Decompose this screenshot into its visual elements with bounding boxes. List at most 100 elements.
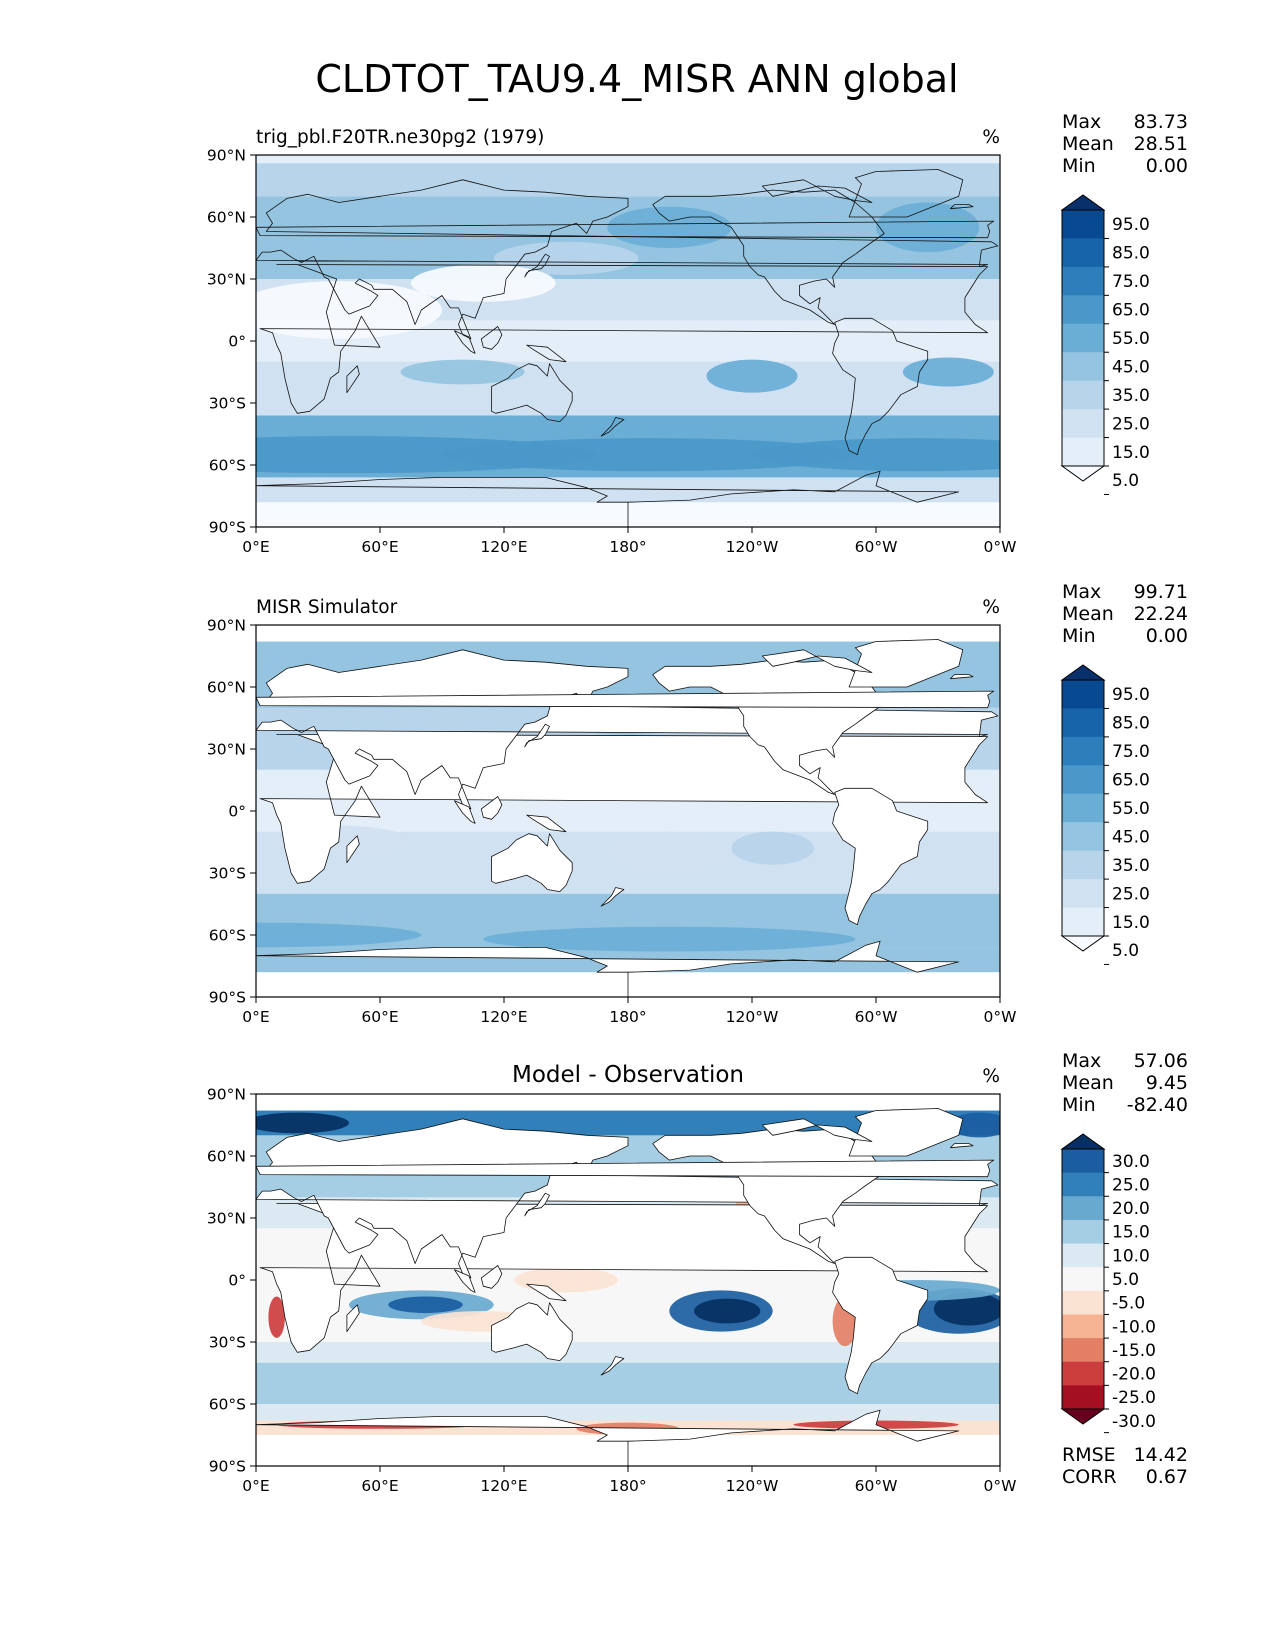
lat-tick-label: 0° [228,333,246,351]
field-blob [514,1267,618,1293]
stat-value-corr: 0.67 [1146,1466,1188,1488]
colorbar-difference: 30.0 25.0 20.0 15.0 10.0 5.0 -5.0 -10.0 -15.0 -20… [1060,1133,1156,1434]
stat-value-rmse: 14.42 [1134,1444,1188,1466]
stat-label-max: Max [1062,111,1101,133]
coastline-12 [256,220,995,239]
field-blob [388,1296,463,1314]
colorbar-label: 15.0 [1112,1223,1150,1243]
coastline-7 [600,887,625,907]
colorbar-label: -30.0 [1112,1412,1156,1432]
lon-tick-label: 120°E [480,1477,527,1495]
field-blob [256,922,422,948]
coastline-10 [832,787,929,926]
lon-tick-label: 60°E [361,538,398,556]
field-band [256,1094,1000,1111]
lon-tick-label: 120°W [726,1477,779,1495]
colorbar-extend-bottom [1060,465,1106,482]
coastline-13 [950,204,974,210]
field-band [256,1362,1000,1404]
lon-tick-label: 120°W [726,1008,779,1026]
coastline-3 [453,800,476,824]
stat-label-mean: Mean [1062,603,1114,625]
colorbar-label: 55.0 [1112,329,1150,349]
field-blob [411,264,556,302]
lat-tick-label: 0° [228,803,246,821]
lat-tick-label: 30°S [209,865,246,883]
coastline-6 [524,253,550,278]
field-blob [752,438,1000,472]
colorbar-segment [1062,1290,1104,1315]
field-band [256,625,1000,642]
coastline-13 [950,674,974,680]
colorbar-segment [1062,822,1104,852]
colorbar-label: 15.0 [1112,913,1150,933]
panel-title: MISR Simulator [256,597,398,618]
stat-value-min: 0.00 [1146,625,1188,647]
colorbar-label: 25.0 [1112,884,1150,904]
unit-label: % [982,127,1000,148]
lon-tick-label: 0°E [242,1477,269,1495]
coastline-7 [600,1356,625,1376]
coastline-14 [761,1118,873,1142]
lon-tick-label: 0°W [984,538,1017,556]
lon-tick-label: 120°W [726,538,779,556]
colorbar-segment [1062,437,1104,467]
field-blob [268,1296,285,1338]
coastline-7 [600,417,625,437]
colorbar-segment [1062,736,1104,766]
coastline-11 [848,169,964,218]
colorbar-label: 35.0 [1112,856,1150,876]
lon-tick-label: 60°W [855,1008,898,1026]
colorbar-label: 20.0 [1112,1199,1150,1219]
coastline-4 [480,326,503,350]
field-test [256,155,1000,527]
lat-tick-label: 30°N [207,1210,246,1228]
stat-value-max: 99.71 [1134,581,1188,603]
colorbar-segment [1062,1243,1104,1268]
coastline-4 [480,1265,503,1289]
field-blob [483,926,856,952]
lat-tick-label: 30°S [209,395,246,413]
lon-tick-label: 180° [609,1008,646,1026]
lat-tick-label: 90°S [209,1458,246,1476]
colorbar-label: -10.0 [1112,1317,1156,1337]
colorbar-label: 55.0 [1112,799,1150,819]
coastline-2 [491,833,573,892]
colorbar-segment [1062,1219,1104,1245]
colorbar-frame [1061,209,1105,467]
stat-value-min: 0.00 [1146,155,1188,177]
colorbar-frame [1061,679,1105,937]
lat-tick-label: 30°S [209,1334,246,1352]
lon-tick-label: 120°E [480,538,527,556]
field-blob [256,281,442,339]
lon-tick-label: 180° [609,538,646,556]
lat-tick-label: 90°N [207,1086,246,1104]
lat-tick-label: 60°S [209,927,246,945]
coastline-3 [453,1269,476,1293]
colorbar-extend-top [1060,194,1106,211]
colorbar-segment [1062,708,1104,738]
stat-value-max: 83.73 [1134,111,1188,133]
coastline-5 [526,1283,567,1302]
stat-value-max: 57.06 [1134,1050,1188,1072]
colorbar-label: -15.0 [1112,1341,1156,1361]
panel-title: Model - Observation [512,1062,744,1088]
field-band [256,1342,1000,1363]
coastline-1 [256,1118,999,1279]
coastline-6 [524,723,550,748]
colorbar-label: 25.0 [1112,414,1150,434]
colorbar-segment [1062,238,1104,268]
stat-label-min: Min [1062,1094,1096,1116]
colorbar-segment [1062,1267,1104,1292]
coastline-11 [848,639,964,688]
colorbar-label: 95.0 [1112,215,1150,235]
lat-tick-label: 30°N [207,271,246,289]
lat-tick-label: 90°N [207,617,246,635]
field-band [256,361,1000,416]
lon-tick-label: 0°W [984,1008,1017,1026]
colorbar-segment [1062,907,1104,937]
colorbar-frame [1061,1148,1105,1410]
colorbar-label: 45.0 [1112,827,1150,847]
coastline-4 [480,796,503,820]
stat-label-min: Min [1062,155,1096,177]
